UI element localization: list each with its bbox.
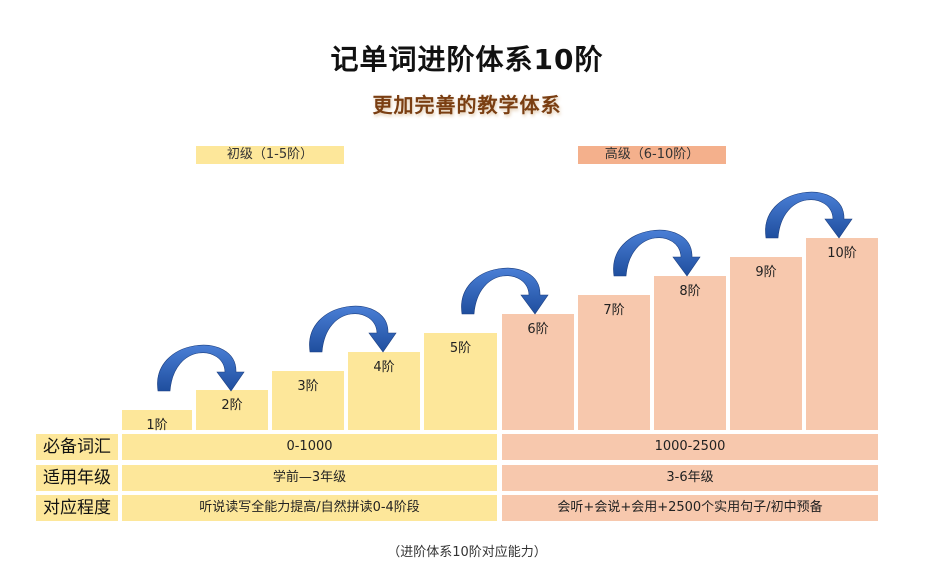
step-2: 2阶 [196, 390, 268, 430]
step-7: 7阶 [578, 295, 650, 430]
step-6: 6阶 [502, 314, 574, 430]
arrow-9-10-icon [765, 191, 853, 239]
row-label-grade: 适用年级 [36, 465, 118, 491]
step-1: 1阶 [122, 410, 192, 433]
step-3: 3阶 [272, 371, 344, 430]
arrow-5-6-icon [461, 267, 549, 315]
step-5: 5阶 [424, 333, 497, 430]
cell-advanced-grade: 3-6年级 [502, 465, 878, 491]
step-8: 8阶 [654, 276, 726, 430]
step-9: 9阶 [730, 257, 802, 430]
row-label-vocabulary: 必备词汇 [36, 434, 118, 460]
page-subtitle: 更加完善的教学体系 [372, 93, 562, 117]
cell-beginner-vocabulary: 0-1000 [122, 434, 497, 460]
page-title: 记单词进阶体系10阶 [330, 43, 604, 76]
arrow-7-8-icon [613, 229, 701, 277]
cell-advanced-level: 会听+会说+会用+2500个实用句子/初中预备 [502, 495, 878, 521]
step-4: 4阶 [348, 352, 420, 430]
beginner-level-tag: 初级（1-5阶） [196, 146, 344, 164]
cell-beginner-level: 听说读写全能力提高/自然拼读0-4阶段 [122, 495, 497, 521]
arrow-1-2-icon [157, 344, 245, 392]
arrow-3-4-icon [309, 305, 397, 353]
step-10: 10阶 [806, 238, 878, 430]
row-label-level: 对应程度 [36, 495, 118, 521]
caption: （进阶体系10阶对应能力） [387, 545, 547, 560]
cell-beginner-grade: 学前—3年级 [122, 465, 497, 491]
advanced-level-tag: 高级（6-10阶） [578, 146, 726, 164]
cell-advanced-vocabulary: 1000-2500 [502, 434, 878, 460]
